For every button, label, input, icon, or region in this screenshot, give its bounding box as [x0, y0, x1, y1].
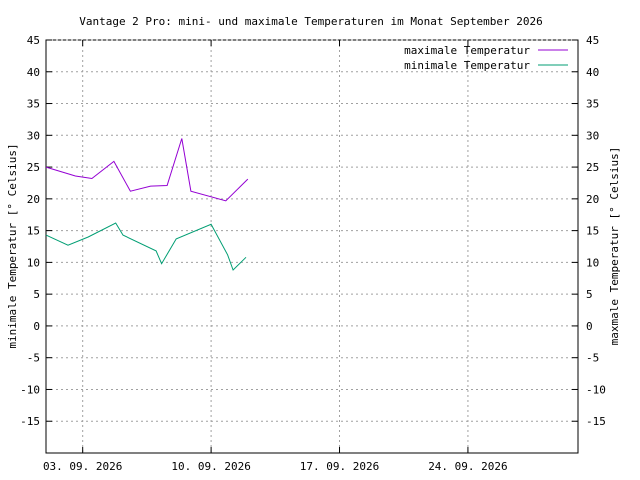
y-tick-label-left: 15	[27, 225, 40, 238]
y-tick-label-left: 25	[27, 161, 40, 174]
y-tick-label-right: 40	[586, 66, 599, 79]
y-tick-label-left: -10	[20, 383, 40, 396]
y-tick-label-left: 0	[33, 320, 40, 333]
legend: maximale Temperatur minimale Temperatur	[404, 44, 568, 72]
x-axis: 03. 09. 2026 10. 09. 2026 17. 09. 2026 24. …	[43, 40, 508, 473]
y-tick-label-left: -15	[20, 415, 40, 428]
y-axis-left-label: minimale Temperatur [° Celsius]	[6, 143, 19, 348]
series-line-max	[45, 138, 249, 202]
y-axis-right: -15 -10 -5 0 5 10 15 20 25 30 35 40 45	[572, 34, 606, 428]
y-tick-label-left: -5	[27, 352, 40, 365]
plot-frame	[45, 39, 579, 454]
y-tick-label-right: 10	[586, 256, 599, 269]
y-tick-label-left: 30	[27, 129, 40, 142]
y-tick-label-left: 20	[27, 193, 40, 206]
legend-label: maximale Temperatur	[404, 44, 530, 57]
y-axis-left: -15 -10 -5 0 5 10 15 20 25 30 35 40 45	[20, 34, 52, 428]
y-tick-label-right: 45	[586, 34, 599, 47]
y-tick-label-right: -5	[586, 352, 599, 365]
y-tick-label-right: 30	[586, 129, 599, 142]
grid	[46, 39, 578, 453]
y-tick-label-left: 40	[27, 66, 40, 79]
y-tick-label-right: 0	[586, 320, 593, 333]
y-axis-right-label: maxmale Temperatur [° Celsius]	[608, 147, 621, 346]
x-tick-label: 10. 09. 2026	[171, 460, 250, 473]
series-line-min	[45, 222, 247, 271]
y-tick-label-left: 10	[27, 256, 40, 269]
series-lines	[45, 138, 249, 271]
y-tick-label-right: 35	[586, 98, 599, 111]
y-tick-label-left: 5	[33, 288, 40, 301]
chart-title: Vantage 2 Pro: mini- und maximale Temper…	[79, 15, 543, 28]
x-tick-label: 17. 09. 2026	[300, 460, 379, 473]
legend-label: minimale Temperatur	[404, 59, 530, 72]
y-tick-label-right: 20	[586, 193, 599, 206]
y-tick-label-right: 25	[586, 161, 599, 174]
y-tick-label-right: -15	[586, 415, 606, 428]
y-tick-label-right: 5	[586, 288, 593, 301]
x-tick-label: 24. 09. 2026	[428, 460, 507, 473]
y-tick-label-right: 15	[586, 225, 599, 238]
y-tick-label-left: 45	[27, 34, 40, 47]
y-tick-label-left: 35	[27, 98, 40, 111]
y-tick-label-right: -10	[586, 383, 606, 396]
x-tick-label: 03. 09. 2026	[43, 460, 122, 473]
